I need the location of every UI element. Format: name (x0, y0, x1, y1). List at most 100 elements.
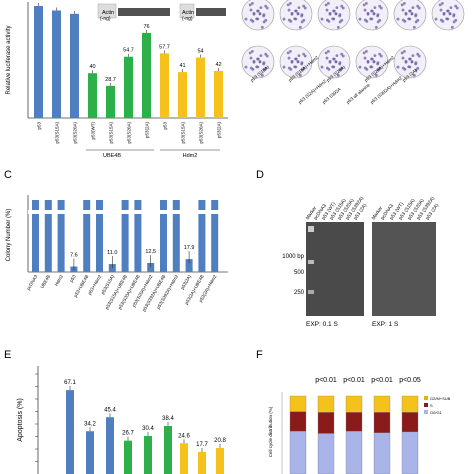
panel-c: C Colony Number (%) pcDNA3 UBE4B Hdm2 7.6 p5… (4, 169, 228, 312)
gel-right (372, 222, 436, 316)
colony-dot (302, 4, 306, 8)
colony-dot (320, 65, 324, 69)
colony-dot (341, 6, 345, 10)
colony-dot (244, 65, 248, 69)
colony-dot (362, 3, 366, 7)
colony-dot (264, 66, 268, 70)
bar-e (66, 390, 74, 474)
bar-e (124, 440, 132, 474)
panel-letter-f: F (256, 349, 263, 361)
colony-dot (282, 65, 286, 69)
colony-dot (294, 65, 298, 69)
colony-dot (256, 57, 259, 61)
stack-segment-f (401, 395, 419, 413)
colony-dot (248, 51, 252, 55)
colony-dot (252, 60, 256, 64)
p-value-label: p<0.01 (371, 377, 393, 384)
colony-dot (289, 20, 293, 23)
colony-dot (455, 6, 459, 10)
colony-dot (260, 73, 264, 77)
colony-dot (250, 1, 254, 5)
colony-dot (378, 18, 382, 22)
colony-dot (287, 8, 291, 12)
colony-dot (338, 61, 342, 65)
colony-dot (300, 13, 304, 17)
axis-break (28, 210, 228, 214)
category-label-a: p53(WT) (91, 122, 96, 140)
legend-label-f: G0/G1 (430, 410, 443, 415)
colony-dot (373, 54, 377, 58)
colony-dot (296, 12, 300, 15)
bar-c (121, 200, 129, 272)
category-label-c: p53 (69, 274, 77, 283)
colony-dot (440, 1, 444, 5)
p-value-label: p<0.01 (315, 377, 337, 384)
value-label-c: 11.0 (107, 250, 117, 256)
colony-dot (258, 60, 262, 63)
bar-a (196, 57, 205, 118)
colony-dot (416, 52, 420, 56)
bar-e (198, 451, 206, 474)
colony-plate (241, 0, 275, 31)
colony-dot (416, 4, 420, 8)
colony-dot (340, 66, 344, 70)
bar-e (144, 436, 152, 474)
colony-dot (303, 6, 307, 10)
category-label-a: p53(S20A) (127, 122, 132, 144)
category-label-a: p53 (163, 122, 168, 130)
colony-dot (302, 18, 306, 22)
colony-dot (336, 73, 340, 77)
colony-dot (320, 17, 324, 21)
colony-dot (288, 1, 292, 5)
category-label-a: p53(S20A) (199, 122, 204, 144)
value-label-a: 54.7 (123, 48, 134, 54)
category-label-a: p53(2A) (217, 122, 222, 139)
blot-band-right (196, 8, 226, 16)
bar-a (52, 10, 61, 119)
stack-segment-f (373, 395, 391, 413)
colony-dot (328, 60, 332, 64)
stack-segment-f (317, 395, 335, 413)
colony-dot (290, 12, 294, 16)
colony-dot (441, 20, 445, 23)
bar-c (160, 200, 167, 272)
colony-dot (379, 6, 383, 10)
legend-swatch-f (424, 403, 428, 407)
colony-plate (393, 0, 427, 31)
colony-dot (401, 8, 405, 12)
colony-dot (262, 61, 266, 65)
colony-dot (376, 61, 380, 65)
colony-dot (334, 12, 338, 15)
blot-tag-right: (-ng) (182, 16, 193, 22)
colony-dot (338, 13, 342, 17)
bar-c (44, 200, 52, 272)
colony-dot (454, 4, 458, 8)
colony-dot (288, 49, 292, 53)
plate-caption: p53 S392A (321, 87, 341, 105)
colony-dot (414, 61, 418, 65)
legend-label-f: S (430, 403, 433, 408)
colony-dot (403, 20, 407, 23)
panel-letter-d: D (256, 169, 264, 181)
colony-dot (259, 6, 263, 10)
colony-dot (364, 49, 368, 53)
blot-band-left (118, 8, 170, 16)
colony-dot (378, 4, 382, 8)
exp-label-right: EXP: 1 S (372, 321, 399, 328)
bar-c (83, 200, 91, 272)
colony-dot (294, 17, 298, 21)
exp-label-left: EXP: 0.1 S (306, 321, 338, 328)
bar-a (160, 53, 169, 118)
stack-segment-f (401, 412, 419, 433)
colony-dot (454, 18, 458, 22)
colony-dot (442, 12, 446, 16)
category-label-a: p53(S20A) (73, 122, 78, 144)
colony-dot (400, 51, 404, 55)
colony-dot (294, 9, 297, 13)
colony-dot (434, 17, 438, 21)
bar-c (198, 200, 206, 272)
colony-dot (402, 1, 406, 5)
bar-a (70, 13, 79, 119)
category-label-a: p53(2A) (145, 122, 150, 139)
colony-dot (366, 12, 370, 16)
